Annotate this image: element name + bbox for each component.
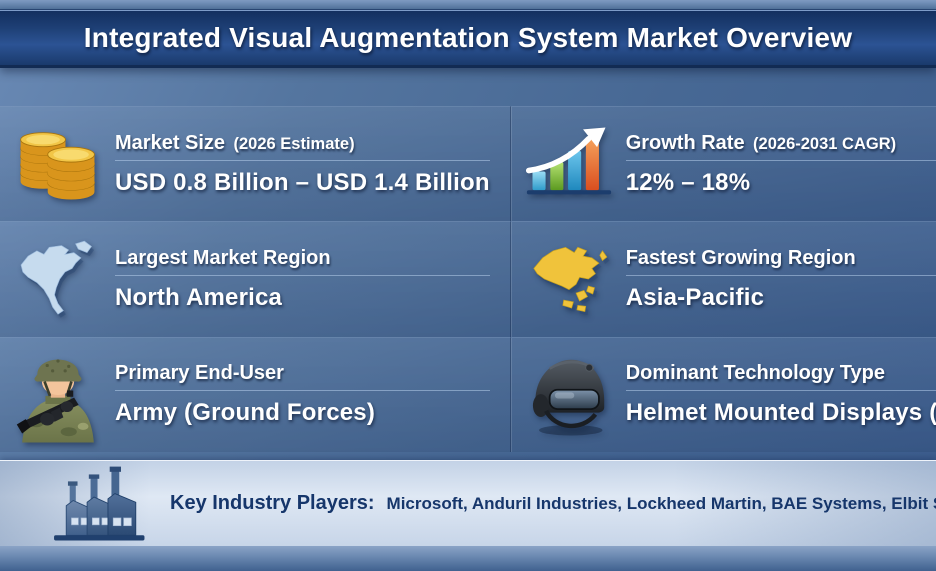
key-players-list: Microsoft, Anduril Industries, Lockheed … bbox=[386, 493, 936, 513]
card-market-size: Market Size (2026 Estimate) USD 0.8 Bill… bbox=[0, 106, 510, 222]
card-heading: Growth Rate bbox=[625, 131, 745, 154]
card-heading-row: Market Size (2026 Estimate) bbox=[115, 132, 490, 161]
card-text: Largest Market Region North America bbox=[115, 247, 490, 312]
helmet-icon bbox=[525, 349, 613, 441]
card-heading-row: Growth Rate (2026-2031 CAGR) bbox=[625, 131, 936, 161]
card-heading: Primary End-User bbox=[115, 362, 284, 385]
card-end-user: Primary End-User Army (Ground Forces) bbox=[0, 336, 510, 452]
cards-grid: Market Size (2026 Estimate) USD 0.8 Bill… bbox=[0, 106, 936, 452]
top-strip bbox=[0, 0, 936, 10]
card-value: Army (Ground Forces) bbox=[115, 399, 376, 427]
card-text: Market Size (2026 Estimate) USD 0.8 Bill… bbox=[115, 132, 490, 197]
title-banner: Integrated Visual Augmentation System Ma… bbox=[0, 10, 936, 68]
card-technology-type: Dominant Technology Type Helmet Mounted … bbox=[509, 336, 936, 452]
card-value: North America bbox=[115, 283, 283, 311]
card-heading-row: Fastest Growing Region bbox=[625, 246, 936, 276]
card-value: Asia-Pacific bbox=[625, 283, 765, 311]
bottom-strip bbox=[0, 546, 936, 571]
soldier-icon bbox=[14, 349, 102, 443]
card-value: Helmet Mounted Displays (HMD) bbox=[625, 399, 936, 427]
coins-icon bbox=[14, 118, 102, 210]
card-heading-note: (2026-2031 CAGR) bbox=[753, 134, 897, 153]
card-heading: Fastest Growing Region bbox=[625, 246, 856, 269]
north-america-map-icon bbox=[14, 233, 102, 325]
card-heading-note: (2026 Estimate) bbox=[233, 134, 355, 153]
card-value: 12% – 18% bbox=[625, 168, 751, 196]
card-heading: Dominant Technology Type bbox=[625, 362, 885, 385]
card-text: Growth Rate (2026-2031 CAGR) 12% – 18% bbox=[625, 131, 936, 197]
card-text: Dominant Technology Type Helmet Mounted … bbox=[625, 362, 936, 427]
card-largest-region: Largest Market Region North America bbox=[0, 221, 510, 337]
page-title: Integrated Visual Augmentation System Ma… bbox=[83, 22, 853, 53]
card-heading-row: Largest Market Region bbox=[115, 247, 490, 276]
card-fastest-region: Fastest Growing Region Asia-Pacific bbox=[509, 221, 936, 337]
card-text: Fastest Growing Region Asia-Pacific bbox=[625, 246, 936, 312]
key-players-bar: Key Industry Players: Microsoft, Anduril… bbox=[0, 460, 936, 546]
growth-chart-icon bbox=[525, 118, 613, 210]
factory-icon bbox=[46, 464, 156, 544]
card-text: Primary End-User Army (Ground Forces) bbox=[115, 362, 490, 427]
card-value: USD 0.8 Billion – USD 1.4 Billion bbox=[115, 168, 490, 196]
card-growth-rate: Growth Rate (2026-2031 CAGR) 12% – 18% bbox=[509, 106, 936, 222]
asia-map-icon bbox=[525, 233, 613, 325]
card-heading-row: Primary End-User bbox=[115, 362, 490, 392]
card-heading: Market Size bbox=[115, 131, 226, 154]
card-heading: Largest Market Region bbox=[115, 246, 331, 269]
key-players-label: Key Industry Players: bbox=[170, 492, 375, 514]
card-heading-row: Dominant Technology Type bbox=[625, 362, 936, 392]
